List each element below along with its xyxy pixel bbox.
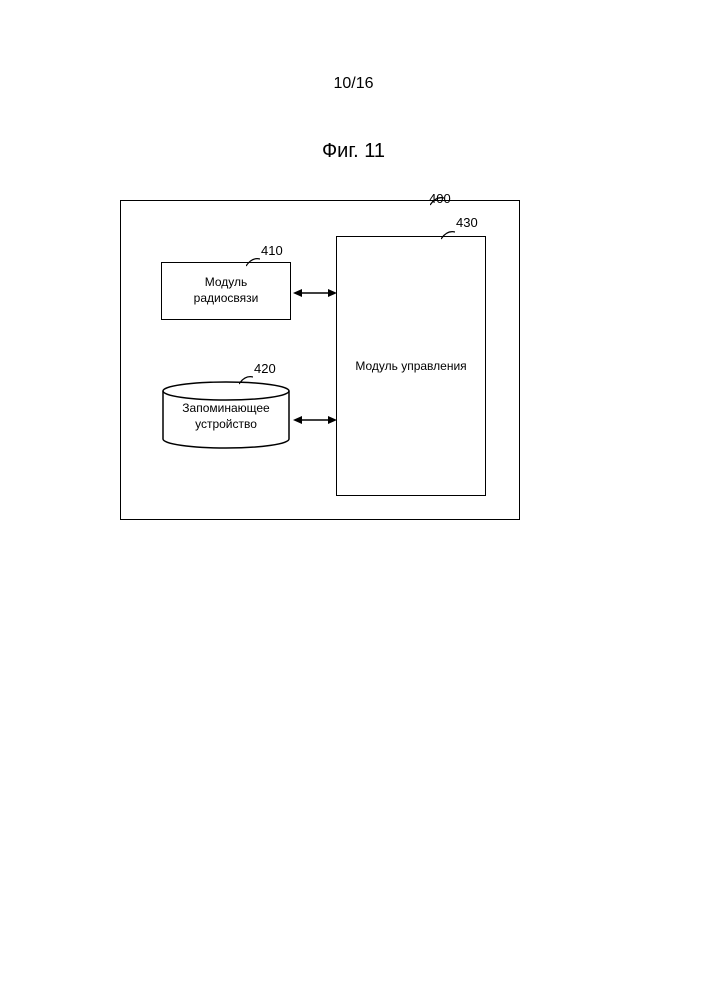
radio-module-label: Модуль радиосвязи xyxy=(194,275,259,306)
ref-410: 410 xyxy=(261,243,283,258)
page-number: 10/16 xyxy=(333,75,373,93)
storage-device-block: Запоминающее устройство xyxy=(161,381,291,451)
figure-title: Фиг. 11 xyxy=(322,140,385,163)
storage-device-label: Запоминающее устройство xyxy=(161,401,291,432)
double-arrow-icon xyxy=(293,413,337,427)
double-arrow-icon xyxy=(293,286,337,300)
lead-tick-icon xyxy=(430,196,444,206)
radio-module-block: Модуль радиосвязи xyxy=(161,262,291,320)
diagram-container: 400 410 Модуль радиосвязи 420 Запоминающ… xyxy=(120,200,520,520)
control-module-label: Модуль управления xyxy=(355,359,466,373)
ref-420: 420 xyxy=(254,361,276,376)
ref-430: 430 xyxy=(456,215,478,230)
control-module-block: Модуль управления xyxy=(336,236,486,496)
